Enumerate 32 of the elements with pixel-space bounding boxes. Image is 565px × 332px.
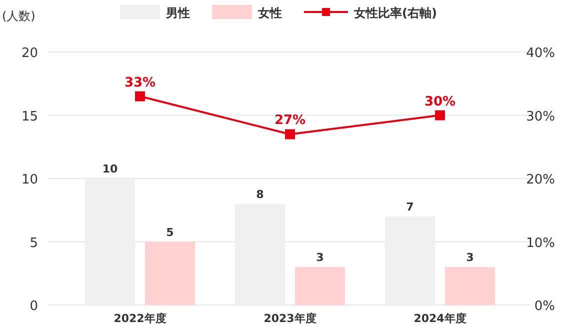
legend-label: 女性比率(右軸) — [353, 6, 437, 20]
y-tick-label: 5 — [30, 236, 38, 251]
point — [435, 110, 445, 120]
y2-tick-label: 40% — [526, 46, 555, 61]
data-label: 33% — [124, 75, 156, 90]
x-tick-label: 2023年度 — [264, 312, 316, 325]
legend-label: 女性 — [257, 6, 282, 20]
y2-tick-label: 10% — [526, 236, 555, 251]
y2-tick-label: 20% — [526, 172, 555, 188]
y-tick-label: 20 — [21, 46, 38, 61]
bar — [295, 267, 345, 305]
data-label: 7 — [406, 200, 414, 214]
bar — [445, 267, 495, 305]
x-tick-label: 2022年度 — [114, 312, 166, 325]
data-label: 5 — [166, 226, 174, 239]
y-tick-label: 15 — [21, 109, 38, 124]
data-label: 3 — [316, 251, 324, 264]
y-axis-title: (人数) — [2, 9, 36, 23]
data-label: 30% — [424, 94, 456, 110]
data-label: 27% — [274, 113, 306, 128]
y2-tick-label: 0% — [534, 299, 555, 314]
y-tick-label: 0 — [30, 299, 38, 314]
point — [285, 129, 295, 140]
data-label: 3 — [466, 251, 474, 264]
y-tick-label: 10 — [21, 172, 38, 188]
legend-label: 男性 — [165, 6, 190, 20]
x-tick-label: 2024年度 — [414, 312, 466, 325]
data-label: 8 — [256, 188, 264, 201]
bar — [145, 242, 195, 305]
point — [135, 91, 145, 102]
data-label: 10 — [102, 162, 118, 176]
y2-tick-label: 30% — [526, 109, 555, 124]
